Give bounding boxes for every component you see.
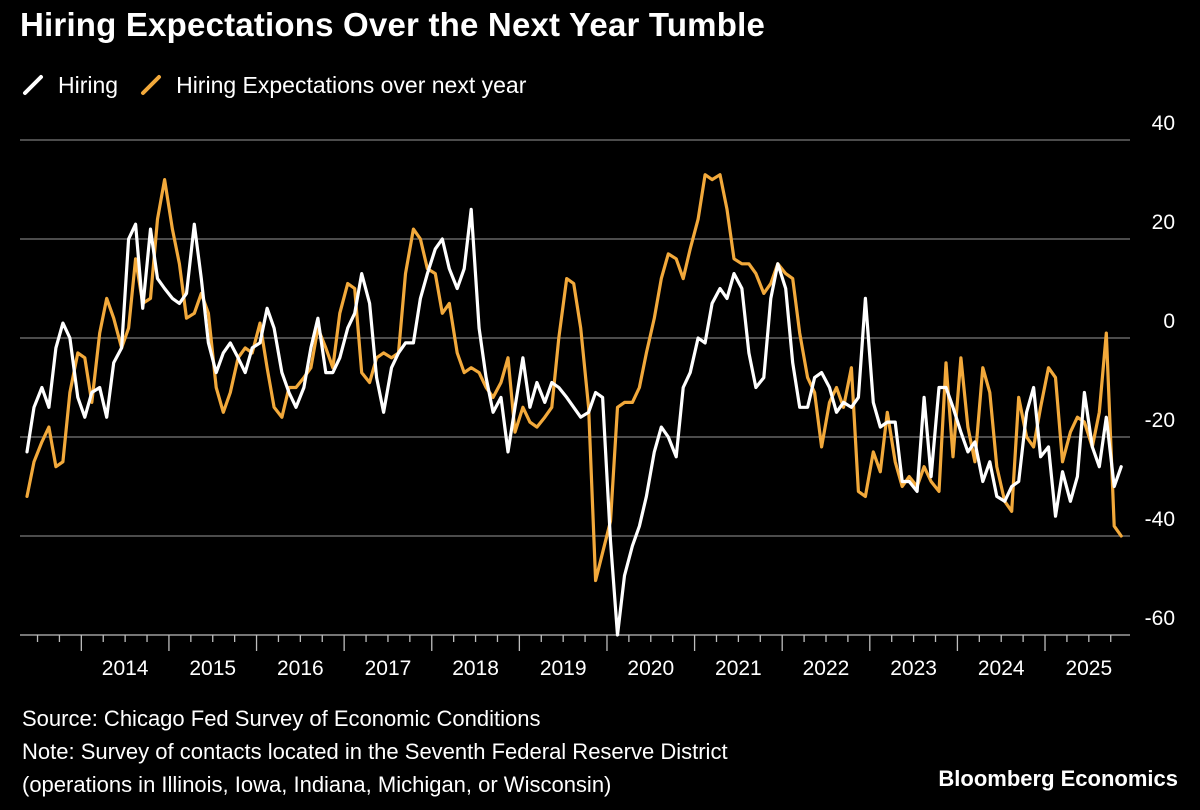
survey-note-states: (operations in Illinois, Iowa, Indiana, … xyxy=(22,772,612,797)
x-tick-label: 2023 xyxy=(890,657,937,680)
y-tick-label: 40 xyxy=(1152,112,1175,135)
x-tick-label: 2019 xyxy=(540,657,587,680)
survey-note: Note: Survey of contacts located in the … xyxy=(22,739,728,764)
series-lines xyxy=(25,173,1123,637)
series-line-hiring-expectations xyxy=(25,173,1123,583)
legend-swatch-hiring xyxy=(22,74,44,96)
x-tick-label: 2014 xyxy=(102,657,149,680)
legend-label-hiring: Hiring xyxy=(58,71,119,98)
source-note: Source: Chicago Fed Survey of Economic C… xyxy=(22,706,541,731)
x-tick-label: 2017 xyxy=(365,657,412,680)
x-tick-label: 2022 xyxy=(803,657,850,680)
brand-label: Bloomberg Economics xyxy=(938,766,1178,791)
x-tick-label: 2020 xyxy=(627,657,674,680)
x-tick-label: 2018 xyxy=(452,657,499,680)
legend-item-hiring-expectations: Hiring Expectations over next year xyxy=(140,72,526,99)
y-tick-label: 20 xyxy=(1152,211,1175,234)
x-tick-label: 2024 xyxy=(978,657,1025,680)
legend-swatch-hiring-expectations xyxy=(140,74,162,96)
x-tick-label: 2021 xyxy=(715,657,762,680)
y-tick-label: 0 xyxy=(1163,310,1175,333)
legend-item-hiring: Hiring xyxy=(22,72,118,99)
y-tick-label: -40 xyxy=(1145,508,1175,531)
x-tick-label: 2016 xyxy=(277,657,324,680)
grid-lines xyxy=(20,139,1130,537)
footer: Source: Chicago Fed Survey of Economic C… xyxy=(22,702,728,801)
y-axis-labels: 40 20 0 -20 -40 -60 xyxy=(1145,112,1175,630)
series-line-hiring xyxy=(25,207,1123,637)
legend-label-hiring-expectations: Hiring Expectations over next year xyxy=(176,71,527,98)
y-tick-label: -60 xyxy=(1145,607,1175,630)
y-tick-label: -20 xyxy=(1145,409,1175,432)
chart-title: Hiring Expectations Over the Next Year T… xyxy=(20,6,766,43)
legend: Hiring Hiring Expectations over next yea… xyxy=(22,68,548,102)
x-tick-label: 2015 xyxy=(189,657,236,680)
x-axis: 2014 2015 2016 2017 2018 2019 2020 2021 2022 2023… xyxy=(20,634,1130,680)
x-tick-label: 2025 xyxy=(1065,657,1112,680)
